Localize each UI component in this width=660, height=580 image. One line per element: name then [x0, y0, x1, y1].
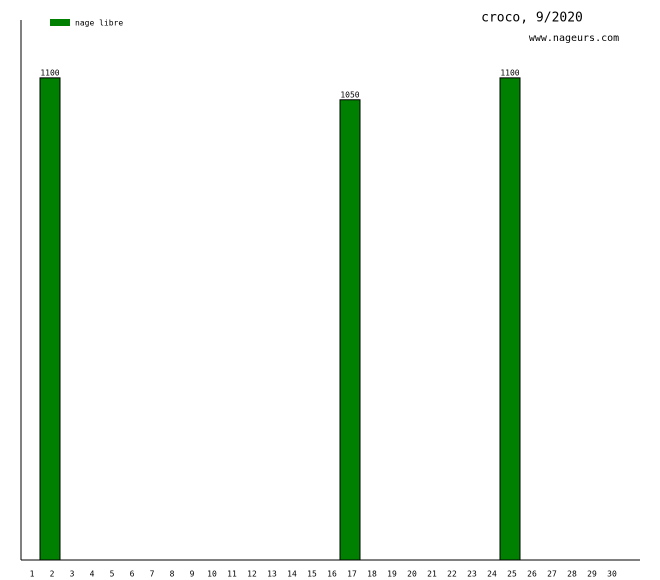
value-label: 1100	[500, 68, 519, 77]
x-tick-label: 16	[327, 570, 337, 579]
bar	[499, 77, 521, 561]
x-tick-label: 26	[527, 570, 537, 579]
x-tick-label: 30	[607, 570, 617, 579]
legend-label: nage libre	[75, 19, 123, 28]
x-tick-label: 8	[170, 570, 175, 579]
x-tick-label: 10	[207, 570, 217, 579]
x-tick-label: 28	[567, 570, 577, 579]
x-tick-label: 12	[247, 570, 257, 579]
x-tick-label: 19	[387, 570, 397, 579]
x-tick-label: 11	[227, 570, 237, 579]
x-tick-label: 6	[130, 570, 135, 579]
x-tick-label: 20	[407, 570, 417, 579]
x-tick-label: 7	[150, 570, 155, 579]
chart-subtitle: www.nageurs.com	[529, 33, 619, 44]
chart-title: croco, 9/2020	[481, 11, 583, 26]
x-tick-label: 15	[307, 570, 317, 579]
bar	[39, 77, 61, 561]
x-tick-label: 17	[347, 570, 357, 579]
bar	[339, 99, 361, 561]
x-tick-label: 9	[190, 570, 195, 579]
x-tick-label: 25	[507, 570, 517, 579]
x-tick-label: 3	[70, 570, 75, 579]
x-tick-label: 13	[267, 570, 277, 579]
value-label: 1050	[340, 90, 359, 99]
x-tick-label: 2	[50, 570, 55, 579]
x-tick-label: 24	[487, 570, 497, 579]
x-tick-label: 18	[367, 570, 377, 579]
legend-swatch	[50, 19, 70, 26]
x-tick-label: 29	[587, 570, 597, 579]
x-tick-label: 5	[110, 570, 115, 579]
x-tick-label: 1	[30, 570, 35, 579]
x-tick-label: 14	[287, 570, 297, 579]
value-label: 1100	[40, 68, 59, 77]
x-tick-label: 27	[547, 570, 557, 579]
x-tick-label: 23	[467, 570, 477, 579]
x-tick-label: 21	[427, 570, 437, 579]
x-tick-label: 4	[90, 570, 95, 579]
x-tick-label: 22	[447, 570, 457, 579]
